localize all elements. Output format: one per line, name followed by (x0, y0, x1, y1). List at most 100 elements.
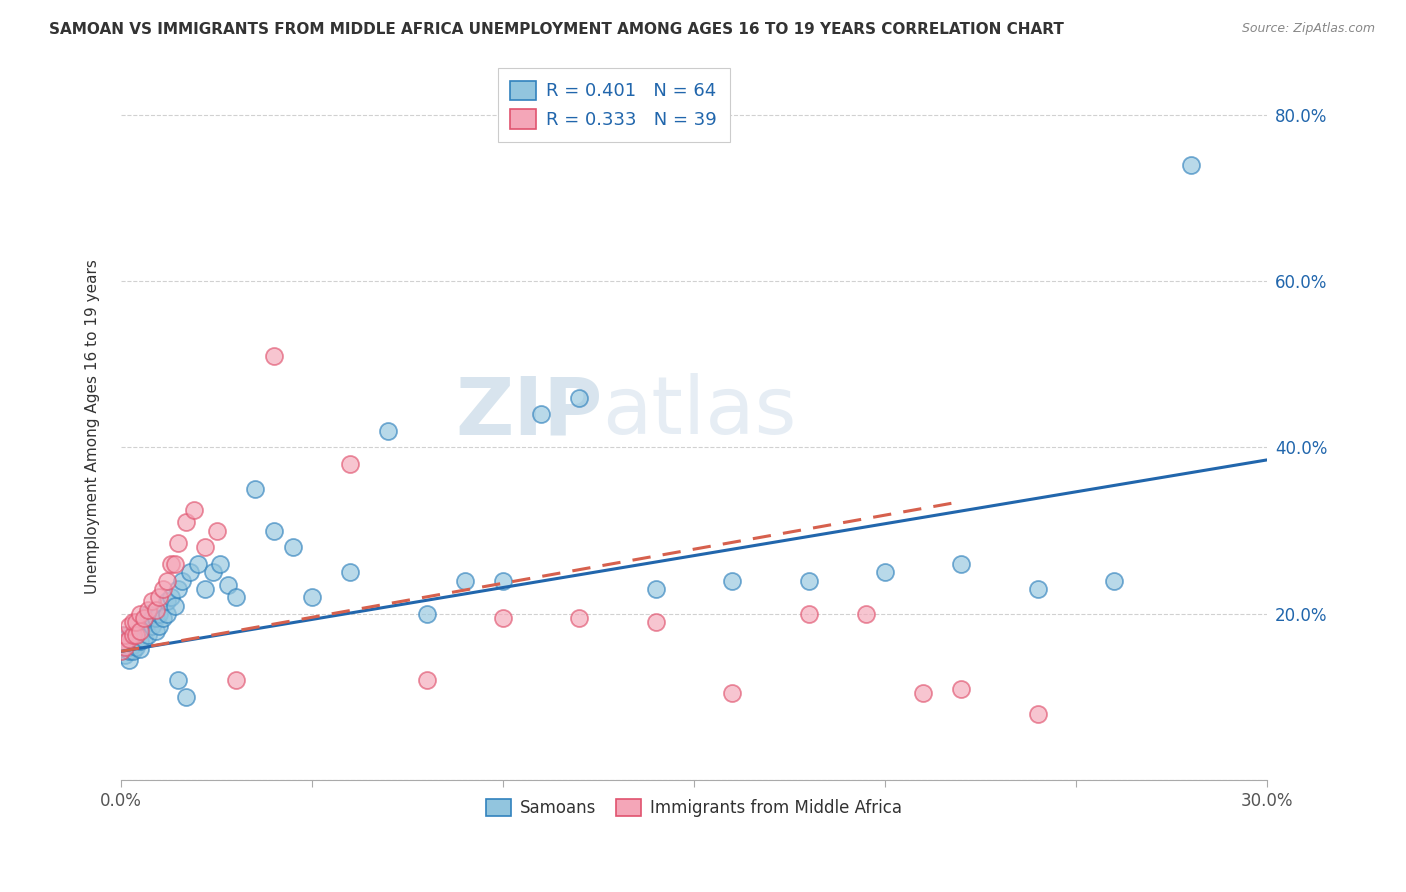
Point (118, 632, 141, 646)
Point (301, 591, 323, 605)
Point (129, 624, 152, 638)
Point (225, 673, 247, 688)
Point (167, 536, 190, 550)
Point (339, 457, 361, 471)
Point (950, 681, 973, 696)
Point (201, 566, 224, 580)
Point (110, 636, 132, 650)
Point (797, 607, 820, 621)
Point (174, 516, 197, 530)
Point (132, 611, 155, 625)
Point (136, 607, 159, 621)
Point (129, 641, 152, 656)
Point (159, 557, 181, 571)
Point (167, 673, 190, 688)
Text: Source: ZipAtlas.com: Source: ZipAtlas.com (1241, 22, 1375, 36)
Point (114, 640, 136, 655)
Point (129, 633, 152, 648)
Point (209, 557, 232, 571)
Point (1180, 157, 1202, 171)
Point (194, 582, 217, 596)
Point (148, 591, 170, 605)
Point (1026, 706, 1049, 721)
Point (644, 582, 666, 596)
Point (118, 640, 141, 655)
Point (167, 582, 190, 596)
Point (454, 574, 477, 588)
Point (148, 619, 170, 633)
Point (132, 632, 155, 646)
Point (118, 619, 141, 633)
Point (114, 648, 136, 663)
Point (125, 615, 148, 630)
Point (873, 566, 896, 580)
Point (110, 644, 132, 658)
Point (145, 611, 167, 625)
Point (950, 557, 973, 571)
Point (163, 557, 186, 571)
Point (855, 607, 877, 621)
Point (118, 644, 141, 658)
Point (644, 615, 666, 630)
Point (141, 594, 163, 608)
Point (415, 673, 437, 688)
Point (129, 607, 152, 621)
Point (179, 566, 201, 580)
Point (132, 619, 155, 633)
Point (156, 574, 179, 588)
Point (721, 686, 744, 700)
Point (156, 594, 179, 608)
Point (114, 632, 136, 646)
Point (568, 391, 591, 405)
Point (530, 407, 553, 421)
Point (492, 611, 515, 625)
Point (263, 349, 285, 363)
Point (163, 599, 186, 613)
Point (912, 686, 935, 700)
Point (1026, 582, 1049, 596)
Point (797, 574, 820, 588)
Point (172, 574, 194, 588)
Point (721, 574, 744, 588)
Point (148, 607, 170, 621)
Point (114, 640, 136, 655)
Point (141, 619, 163, 633)
Point (125, 628, 148, 642)
Point (377, 424, 399, 438)
Point (159, 591, 181, 605)
Point (145, 603, 167, 617)
Point (205, 524, 228, 538)
Point (415, 607, 437, 621)
Point (136, 615, 159, 630)
Point (118, 653, 141, 667)
Point (1102, 574, 1125, 588)
Point (136, 628, 159, 642)
Point (152, 582, 174, 596)
Point (121, 644, 143, 658)
Point (145, 624, 167, 638)
Point (243, 482, 266, 496)
Point (183, 503, 205, 517)
Point (110, 644, 132, 658)
Point (125, 628, 148, 642)
Point (118, 632, 141, 646)
Point (174, 690, 197, 704)
Point (141, 611, 163, 625)
Point (136, 603, 159, 617)
Point (217, 578, 239, 592)
Point (114, 628, 136, 642)
Point (156, 607, 179, 621)
Point (339, 566, 361, 580)
Y-axis label: Unemployment Among Ages 16 to 19 years: Unemployment Among Ages 16 to 19 years (86, 260, 100, 594)
Text: ZIP: ZIP (456, 374, 602, 451)
Text: SAMOAN VS IMMIGRANTS FROM MIDDLE AFRICA UNEMPLOYMENT AMONG AGES 16 TO 19 YEARS C: SAMOAN VS IMMIGRANTS FROM MIDDLE AFRICA … (49, 22, 1064, 37)
Point (263, 524, 285, 538)
Point (225, 591, 247, 605)
Point (129, 624, 152, 638)
Point (186, 557, 208, 571)
Point (152, 611, 174, 625)
Point (121, 628, 143, 642)
Point (110, 636, 132, 650)
Point (194, 541, 217, 555)
Point (121, 639, 143, 653)
